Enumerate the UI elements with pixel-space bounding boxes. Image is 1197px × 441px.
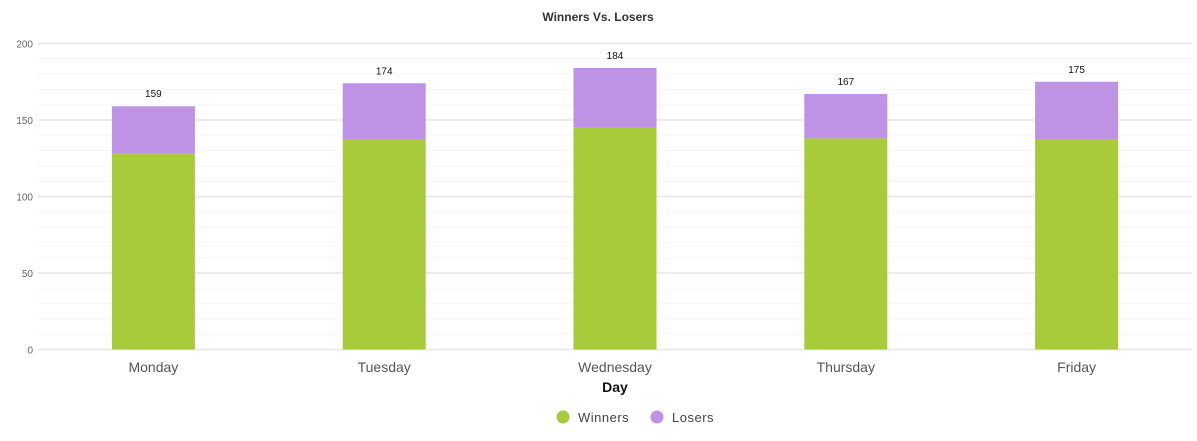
- x-tick-label: Wednesday: [578, 359, 652, 375]
- legend-label-winners: Winners: [578, 410, 629, 425]
- legend-label-losers: Losers: [672, 410, 714, 425]
- bar-winners-tuesday: [342, 139, 426, 350]
- bar-winners-friday: [1035, 139, 1119, 350]
- y-tick-label: 100: [16, 193, 33, 204]
- x-axis-label: Day: [602, 379, 628, 395]
- x-axis-ticks: Monday Tuesday Wednesday Thursday Friday: [128, 359, 1096, 375]
- bar-losers-tuesday: [342, 83, 426, 140]
- x-tick-label: Friday: [1057, 359, 1096, 375]
- legend-marker-winners: [556, 410, 570, 424]
- bar-losers-wednesday: [573, 67, 657, 128]
- chart-title: Winners Vs. Losers: [542, 10, 654, 24]
- x-tick-label: Monday: [128, 359, 178, 375]
- bar-losers-monday: [111, 106, 195, 154]
- data-label-total: 175: [1068, 65, 1085, 76]
- y-tick-label: 200: [16, 40, 33, 51]
- x-tick-label: Thursday: [817, 359, 875, 375]
- y-tick-label: 150: [16, 116, 33, 127]
- bar-losers-friday: [1035, 81, 1119, 140]
- data-label-total: 159: [145, 89, 162, 100]
- y-axis-ticks: 0 50 100 150 200: [16, 40, 33, 357]
- bar-winners-monday: [111, 153, 195, 350]
- data-label-total: 174: [376, 66, 393, 77]
- bars: 159 174 184 167 175: [111, 51, 1119, 350]
- data-label-total: 167: [837, 77, 854, 88]
- legend: Winners Losers: [556, 410, 714, 425]
- legend-marker-losers: [650, 410, 664, 424]
- y-tick-label: 50: [22, 269, 34, 280]
- data-label-total: 184: [607, 51, 624, 62]
- bar-losers-thursday: [804, 93, 888, 139]
- bar-winners-thursday: [804, 138, 888, 350]
- bar-winners-wednesday: [573, 127, 657, 350]
- x-tick-label: Tuesday: [358, 359, 411, 375]
- y-tick-label: 0: [27, 346, 33, 357]
